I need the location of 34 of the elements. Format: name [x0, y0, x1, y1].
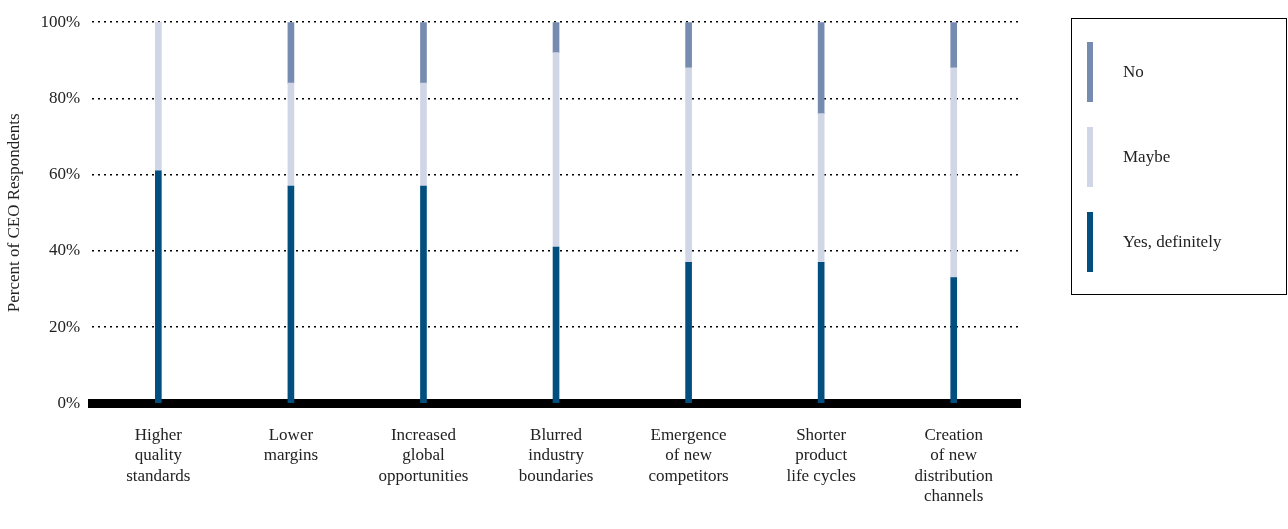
- bar: [685, 22, 692, 69]
- bar: [155, 22, 162, 172]
- y-tick-label: 40%: [48, 240, 81, 260]
- bar: [552, 52, 560, 248]
- text: Yes, definitely: [1123, 231, 1222, 252]
- bar: [817, 262, 825, 403]
- bar: [685, 262, 692, 403]
- text: No: [1123, 61, 1144, 82]
- bar: [817, 113, 825, 263]
- bar: [420, 82, 427, 187]
- y-tick-label: 60%: [48, 164, 81, 184]
- text: Maybe: [1123, 146, 1171, 167]
- x-tick-label: Lower margins: [263, 425, 319, 465]
- bar: [552, 246, 560, 403]
- bar: [685, 67, 692, 263]
- y-tick-label: 20%: [48, 316, 81, 336]
- y-tick-label: 100%: [40, 11, 81, 31]
- x-tick-label: Increased global opportunities: [378, 425, 469, 485]
- y-axis-title: Percent of CEO Respondents: [3, 113, 23, 313]
- bar: [950, 22, 958, 69]
- bar: [420, 22, 427, 84]
- bar: [287, 185, 295, 403]
- y-tick-label: 80%: [48, 87, 81, 107]
- y-tick-label: 0%: [57, 392, 81, 412]
- bar: [950, 67, 958, 278]
- x-tick-label: Higher quality standards: [126, 425, 191, 485]
- x-tick-label: Blurred industry boundaries: [518, 425, 594, 485]
- x-tick-label: Shorter product life cycles: [786, 425, 856, 485]
- bar: [950, 277, 958, 403]
- x-tick-label: Creation of new distribution channels: [914, 425, 994, 506]
- x-tick-label: Emergence of new competitors: [648, 425, 729, 485]
- bar: [420, 185, 427, 403]
- bar: [287, 82, 295, 187]
- bar: [155, 170, 162, 403]
